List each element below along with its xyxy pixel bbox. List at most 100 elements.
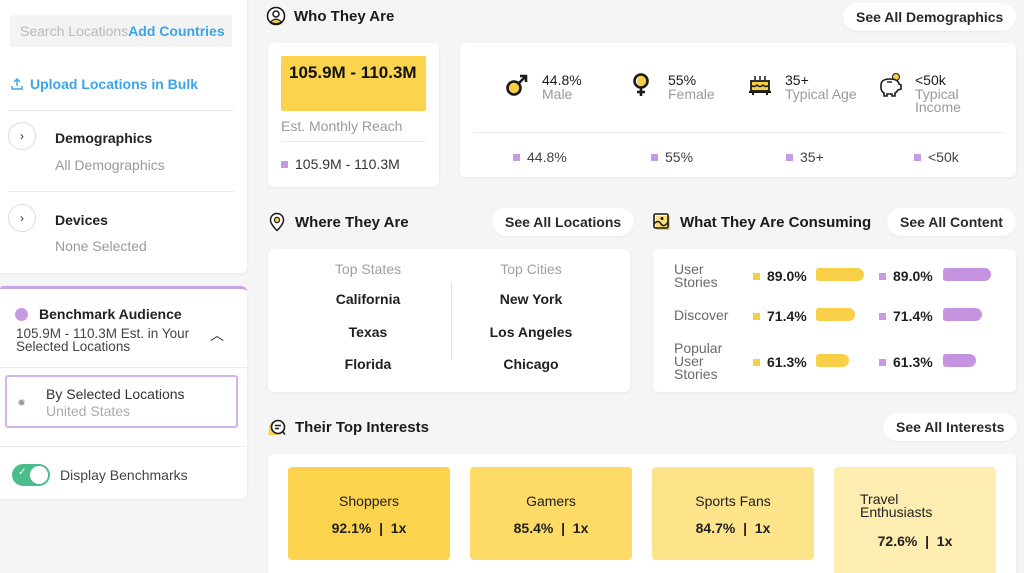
- demo-value: <50k: [915, 72, 946, 88]
- demo-value: 55%: [668, 72, 697, 88]
- benchmark-marker: [914, 153, 921, 161]
- interests-header: Their Top Interests: [267, 417, 429, 437]
- toggle-label: Display Benchmarks: [60, 467, 188, 483]
- section-subtitle: None Selected: [55, 238, 147, 254]
- audience-marker: [753, 272, 760, 280]
- value-text: 89.0%: [893, 268, 933, 284]
- benchmark-value: 44.8%: [527, 149, 567, 165]
- demographics-card: 44.8% Male 55% Female 35+ Typical Age <5…: [460, 43, 1016, 177]
- interest-tile[interactable]: Gamers 85.4% | 1x: [470, 467, 632, 560]
- benchmark-marker: [879, 358, 886, 366]
- male-icon: [506, 74, 528, 96]
- upload-icon: [11, 78, 23, 90]
- reach-card: 105.9M - 110.3M Est. Monthly Reach 105.9…: [268, 43, 439, 187]
- benchmark-bar: [943, 354, 976, 367]
- upload-label: Upload Locations in Bulk: [30, 76, 199, 92]
- state-item: California: [335, 291, 401, 307]
- demo-value: 35+: [785, 72, 809, 88]
- see-all-interests-button[interactable]: See All Interests: [883, 413, 1018, 441]
- reach-label: Est. Monthly Reach: [281, 118, 403, 134]
- benchmark-subtitle: 105.9M - 110.3M Est. in Your Selected Lo…: [16, 326, 190, 354]
- interest-stat: 84.7% | 1x: [695, 520, 771, 536]
- state-item: Florida: [344, 356, 392, 372]
- reach-benchmark: 105.9M - 110.3M: [281, 156, 400, 172]
- interest-name: Gamers: [526, 493, 576, 509]
- benchmark-color-dot: [15, 308, 28, 321]
- audience-marker: [753, 358, 760, 366]
- consuming-header: What They Are Consuming: [652, 212, 871, 232]
- section-title: Who They Are: [294, 7, 395, 25]
- chevron-up-icon[interactable]: ︿: [210, 327, 224, 343]
- devices-section[interactable]: › Devices None Selected: [8, 196, 234, 266]
- where-they-are-header: Where They Are: [267, 212, 409, 232]
- upload-locations-link[interactable]: Upload Locations in Bulk: [11, 76, 198, 92]
- interest-name: Travel Enthusiasts: [860, 491, 933, 520]
- benchmark-bar: [943, 268, 991, 281]
- interest-tile[interactable]: Travel Enthusiasts 72.6% | 1x: [834, 467, 996, 573]
- divider: [8, 191, 234, 192]
- interest-stat: 85.4% | 1x: [513, 520, 589, 536]
- chevron-right-icon[interactable]: ›: [8, 122, 36, 150]
- benchmark-value: 61.3%: [879, 354, 933, 370]
- see-all-content-button[interactable]: See All Content: [887, 208, 1016, 236]
- benchmark-value: 35+: [800, 149, 824, 165]
- benchmark-marker: [879, 312, 886, 320]
- benchmark-marker: [513, 153, 520, 161]
- demographics-section[interactable]: › Demographics All Demographics: [8, 114, 234, 194]
- divider: [0, 367, 247, 368]
- interest-tile[interactable]: Shoppers 92.1% | 1x: [288, 467, 450, 560]
- divider: [8, 110, 234, 111]
- search-locations-input[interactable]: Search Locations Add Countries: [10, 15, 232, 47]
- demo-benchmark: 35+: [786, 149, 824, 165]
- section-title: What They Are Consuming: [680, 213, 872, 231]
- demo-benchmark: 44.8%: [513, 149, 567, 165]
- interests-card: Shoppers 92.1% | 1x Gamers 85.4% | 1x Sp…: [268, 454, 1016, 573]
- piggy-bank-icon: [880, 73, 902, 97]
- demo-value: 44.8%: [542, 72, 582, 88]
- city-item: Chicago: [503, 356, 559, 372]
- benchmark-panel: Benchmark Audience 105.9M - 110.3M Est. …: [0, 286, 247, 499]
- section-title: Devices: [55, 212, 108, 228]
- interest-name: Shoppers: [339, 493, 399, 509]
- demo-label: Typical Age: [785, 86, 857, 102]
- audience-value: 61.3%: [753, 354, 807, 370]
- audience-bar: [816, 354, 849, 367]
- consuming-card: User Stories Discover Popular User Stori…: [653, 249, 1016, 392]
- toggle-knob: [30, 466, 48, 484]
- audience-marker: [753, 312, 760, 320]
- see-all-demographics-button[interactable]: See All Demographics: [843, 3, 1017, 31]
- benchmark-option-selected-locations[interactable]: By Selected Locations United States: [5, 375, 238, 428]
- display-benchmarks-toggle[interactable]: ✓: [12, 464, 50, 486]
- interest-name: Sports Fans: [695, 493, 771, 509]
- demo-label: Female: [668, 86, 715, 102]
- audience-bar: [816, 268, 864, 281]
- audience-value: 89.0%: [753, 268, 807, 284]
- content-label: User Stories: [674, 261, 718, 290]
- benchmark-value: <50k: [928, 149, 959, 165]
- content-label: Popular User Stories: [674, 340, 723, 382]
- benchmark-value: 71.4%: [879, 308, 933, 324]
- value-text: 71.4%: [893, 308, 933, 324]
- interest-tile[interactable]: Sports Fans 84.7% | 1x: [652, 467, 814, 560]
- radio-icon: [18, 399, 25, 406]
- option-title: By Selected Locations: [46, 386, 185, 402]
- benchmark-value: 55%: [665, 149, 694, 165]
- benchmark-title: Benchmark Audience: [39, 306, 182, 322]
- see-all-locations-button[interactable]: See All Locations: [492, 208, 635, 236]
- add-countries-link[interactable]: Add Countries: [128, 23, 225, 39]
- benchmark-marker: [786, 153, 793, 161]
- divider: [281, 141, 426, 142]
- targeting-panel: Search Locations Add Countries Upload Lo…: [0, 0, 247, 273]
- interest-stat: 72.6% | 1x: [877, 533, 953, 549]
- chevron-right-icon[interactable]: ›: [8, 204, 36, 232]
- audience-value: 71.4%: [753, 308, 807, 324]
- birthday-cake-icon: [749, 76, 771, 95]
- option-subtitle: United States: [46, 403, 131, 419]
- value-text: 89.0%: [767, 268, 807, 284]
- top-states-header: Top States: [334, 261, 402, 277]
- section-title: Where They Are: [295, 213, 409, 231]
- reach-value: 105.9M - 110.3M: [281, 56, 426, 111]
- section-title: Their Top Interests: [295, 418, 429, 436]
- divider: [451, 282, 452, 360]
- chat-bubble-icon: [268, 419, 286, 436]
